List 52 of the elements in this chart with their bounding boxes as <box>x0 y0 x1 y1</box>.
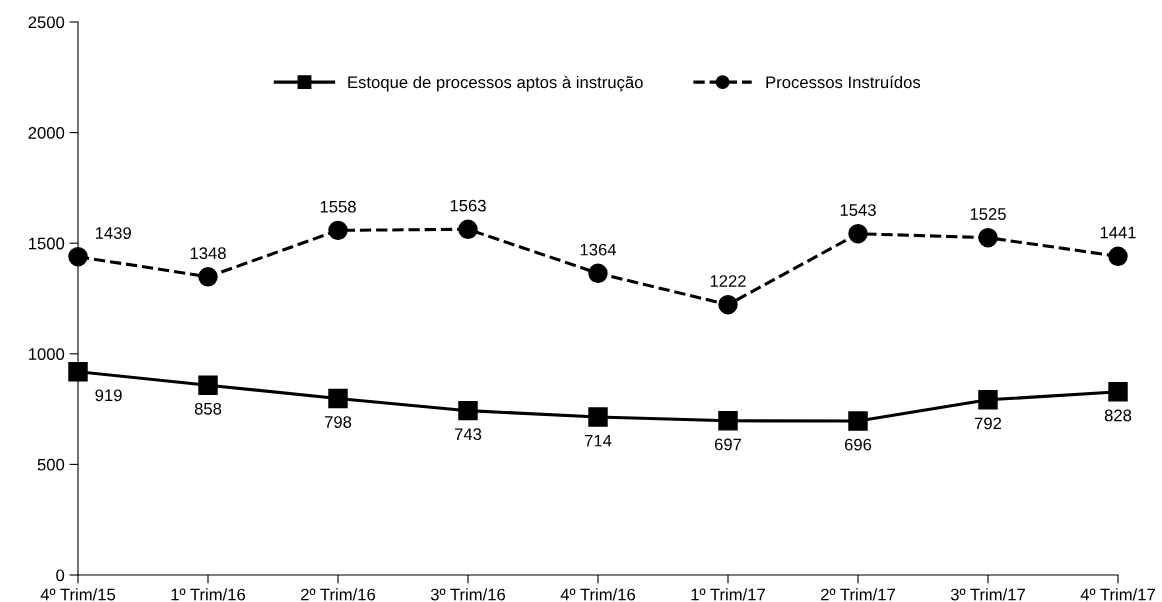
point <box>68 361 88 382</box>
legend-label: Estoque de processos aptos à instrução <box>348 75 643 92</box>
data-label: 798 <box>324 416 352 428</box>
point <box>1108 246 1128 266</box>
data-label: 1348 <box>190 247 226 260</box>
y-tick-label: 2000 <box>28 127 65 139</box>
y-tick-label: 500 <box>37 458 65 471</box>
data-label: 697 <box>714 438 742 451</box>
x-tick-label: 1º Trim/16 <box>171 588 246 601</box>
data-label: 1558 <box>320 200 356 213</box>
point <box>198 267 218 287</box>
point <box>588 407 608 427</box>
point <box>848 223 868 244</box>
legend-label: Processos Instruídos <box>766 75 921 89</box>
point <box>198 375 218 395</box>
point <box>848 411 868 431</box>
point <box>978 227 998 248</box>
data-label: 1222 <box>710 275 746 287</box>
point <box>718 411 738 431</box>
data-label: 919 <box>95 389 122 402</box>
data-label: 828 <box>1104 409 1132 422</box>
point <box>458 400 478 421</box>
x-tick-label: 4º Trim/15 <box>40 588 116 601</box>
data-label: 743 <box>454 428 482 441</box>
x-tick-label: 2º Trim/17 <box>821 588 895 601</box>
data-label: 1441 <box>1100 226 1136 239</box>
point <box>588 263 608 284</box>
x-tick-label: 1º Trim/17 <box>691 588 765 601</box>
y-tick-label: 2500 <box>28 16 65 29</box>
x-tick-label: 4º Trim/16 <box>560 588 636 601</box>
y-tick-label: 1000 <box>29 348 65 360</box>
data-label: 1543 <box>840 204 876 216</box>
x-tick-label: 3º Trim/16 <box>430 588 506 601</box>
data-label: 696 <box>844 438 872 451</box>
y-tick-label: 1500 <box>29 237 65 250</box>
point <box>1108 382 1128 402</box>
x-tick-label: 2º Trim/16 <box>301 588 376 601</box>
data-label: 1364 <box>580 243 617 256</box>
data-label: 792 <box>974 417 1002 430</box>
data-label: 858 <box>194 402 222 415</box>
data-label: 1439 <box>95 227 131 239</box>
y-tick-label: 0 <box>56 569 65 582</box>
point <box>328 388 348 409</box>
point <box>458 219 478 239</box>
x-tick-label: 4º Trim/17 <box>1080 588 1155 601</box>
point <box>718 294 738 315</box>
point <box>328 220 348 241</box>
data-label: 1563 <box>450 199 486 212</box>
data-label: 714 <box>584 434 612 447</box>
x-tick-label: 3º Trim/17 <box>950 588 1025 601</box>
data-label: 1525 <box>970 208 1006 220</box>
point <box>978 390 998 410</box>
